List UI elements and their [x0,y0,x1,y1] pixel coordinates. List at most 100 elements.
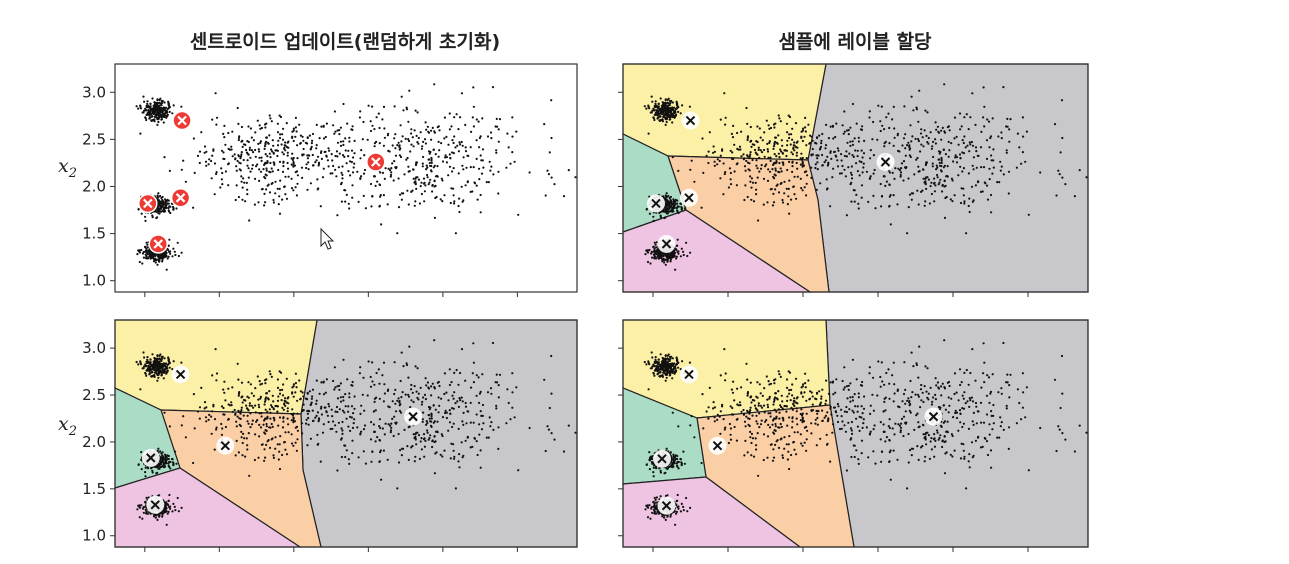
sample-point [982,116,985,119]
sample-point [278,187,281,190]
sample-point [231,386,234,389]
sample-point [152,515,156,518]
sample-point [317,187,320,190]
sample-point [156,354,159,357]
sample-point [158,256,161,260]
sample-point [247,125,250,128]
sample-point [156,195,159,198]
sample-point [461,164,464,167]
sample-point [153,374,156,377]
sample-point [427,405,431,409]
sample-point [142,256,145,259]
sample-point [772,201,776,204]
sample-point [453,200,456,203]
sample-point [884,184,887,187]
sample-point [192,461,195,465]
sample-point [433,83,436,86]
sample-point [917,165,920,168]
sample-point [336,410,339,414]
sample-point [171,255,174,258]
sample-point [799,163,803,166]
sample-point [935,128,938,131]
sample-point [424,121,427,124]
sample-point [981,190,984,193]
sample-point [299,141,302,145]
sample-point [151,370,154,373]
sample-point [893,127,896,130]
sample-point [837,149,840,152]
sample-point [656,250,659,253]
sample-point [659,107,663,110]
sample-point [653,118,656,122]
sample-point [282,127,285,130]
sample-point [248,402,251,405]
sample-point [972,156,976,159]
sample-point [394,133,397,136]
sample-point [413,460,416,463]
sample-point [378,142,381,145]
sample-point [161,112,164,115]
sample-point [957,143,960,146]
sample-point [351,426,355,429]
sample-point [213,193,216,196]
sample-point [282,160,285,163]
sample-point [899,175,902,178]
sample-point [222,132,225,135]
sample-point [989,193,993,197]
sample-point [793,149,796,152]
sample-point [246,414,249,417]
plot-area [115,64,577,292]
sample-point [144,372,147,375]
sample-point [990,159,993,162]
sample-point [284,149,287,152]
sample-point [290,187,294,190]
sample-point [728,167,732,170]
sample-point [479,193,482,197]
sample-point [389,175,392,178]
sample-point [165,501,168,504]
sample-point [658,249,661,252]
sample-point [265,162,268,165]
sample-point [860,184,864,187]
sample-point [336,214,339,217]
sample-point [339,396,342,399]
sample-point [880,205,883,208]
sample-point [287,423,290,426]
sample-point [291,130,294,133]
sample-point [184,436,187,439]
sample-point [371,124,374,127]
sample-point [646,260,650,264]
sample-point [655,257,658,260]
sample-point [772,147,775,150]
sample-point [241,139,244,143]
sample-point [786,168,789,172]
sample-point [986,118,989,121]
sample-point [390,426,393,429]
sample-point [336,469,339,472]
sample-point [968,197,971,200]
sample-point [654,102,657,105]
sample-point [664,354,667,357]
sample-point [936,173,939,177]
sample-point [140,451,143,454]
sample-point [921,189,924,192]
sample-point [904,166,907,169]
sample-point [294,171,297,174]
sample-point [203,401,207,404]
sample-point [344,455,347,459]
sample-point [750,186,753,189]
sample-point [411,391,414,394]
sample-point [164,203,167,207]
sample-point [259,383,262,386]
sample-point [721,149,724,152]
sample-point [271,170,274,173]
sample-point [849,144,852,147]
sample-point [823,161,826,164]
sample-point [240,180,243,183]
sample-point [286,401,289,404]
sample-point [296,174,299,177]
sample-point [680,247,683,250]
sample-point [271,139,274,142]
sample-point [435,451,438,454]
sample-point [246,444,249,447]
